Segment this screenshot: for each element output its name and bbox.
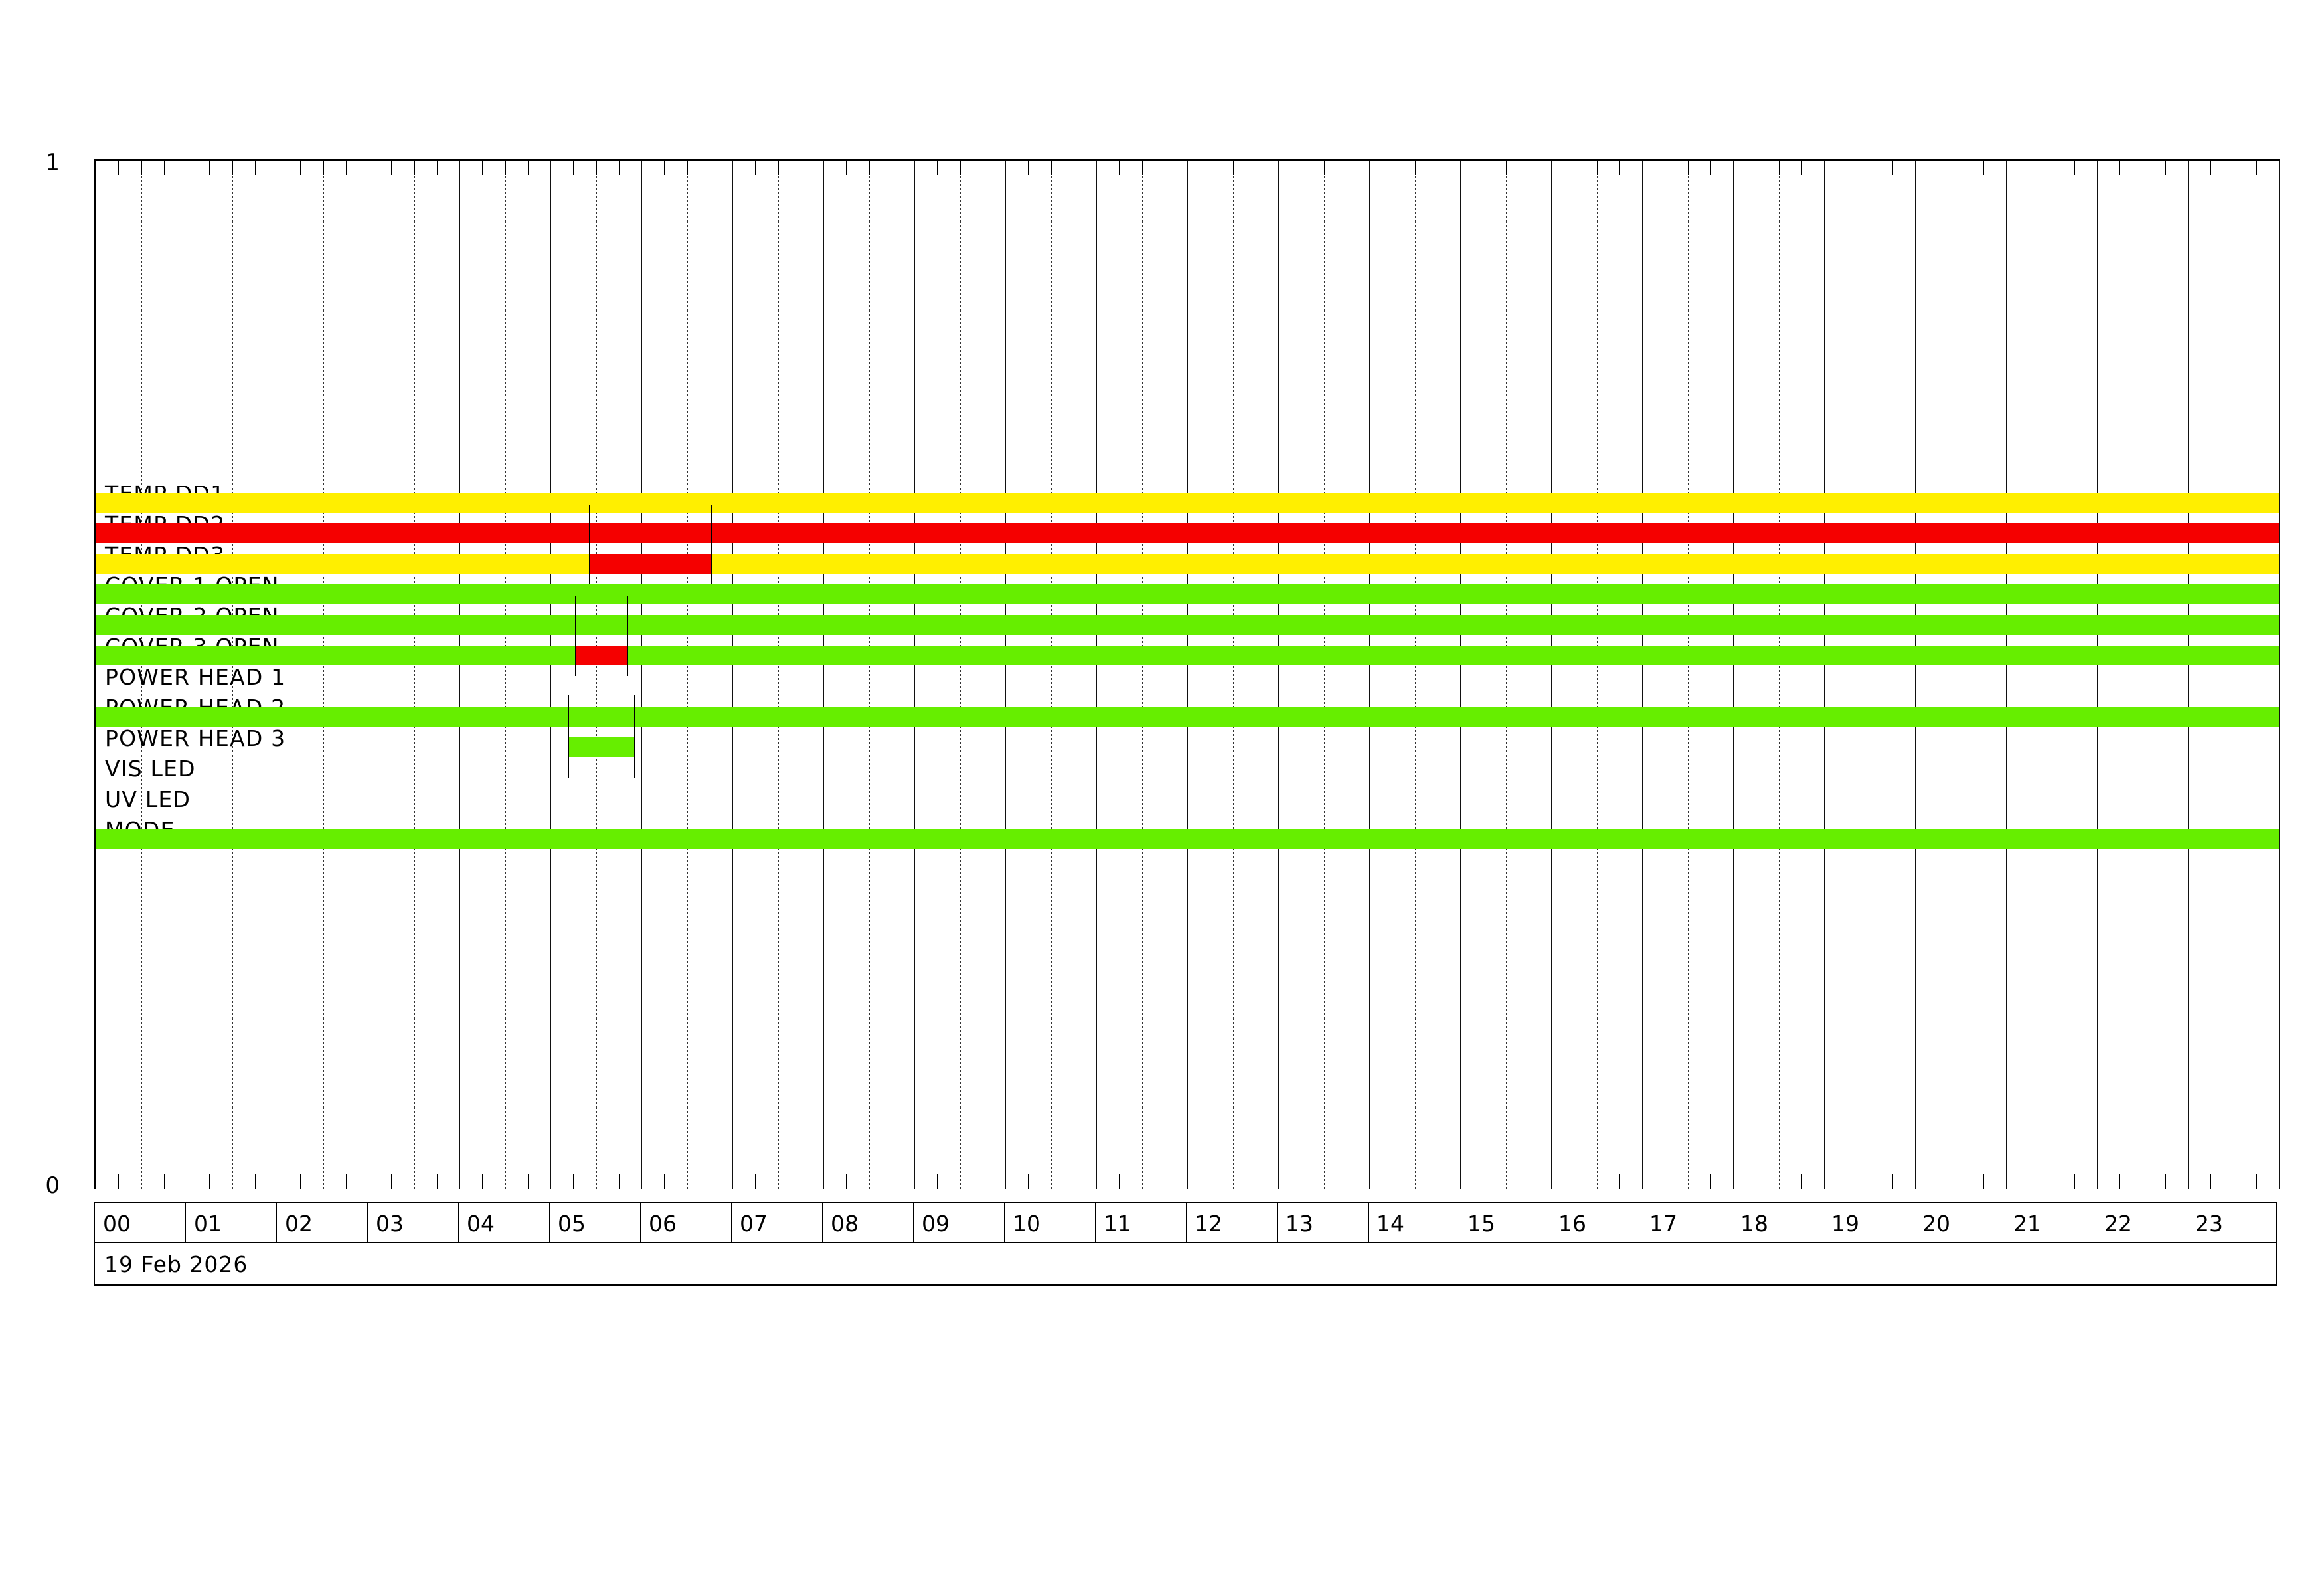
hour-label: 17 [1649, 1211, 1677, 1237]
y-axis-bottom-label: 0 [45, 1172, 60, 1199]
hour-label: 04 [467, 1211, 495, 1237]
hour-label-cell: 13 [1278, 1203, 1369, 1242]
hour-label: 18 [1740, 1211, 1768, 1237]
hour-label-cell: 11 [1096, 1203, 1187, 1242]
hour-label-cell: 16 [1550, 1203, 1641, 1242]
hour-label-cell: 23 [2187, 1203, 2278, 1242]
hour-label: 05 [558, 1211, 586, 1237]
hour-label-cell: 20 [1914, 1203, 2005, 1242]
hour-label-cell: 08 [823, 1203, 914, 1242]
hour-label: 08 [831, 1211, 859, 1237]
hour-label-cell: 22 [2096, 1203, 2187, 1242]
hour-label-cell: 19 [1823, 1203, 1914, 1242]
hour-label-cell: 05 [550, 1203, 641, 1242]
hour-label-cell: 21 [2005, 1203, 2096, 1242]
hour-label: 10 [1013, 1211, 1040, 1237]
date-label: 19 Feb 2026 [104, 1251, 248, 1277]
hour-label-cell: 09 [914, 1203, 1005, 1242]
hour-label: 03 [376, 1211, 404, 1237]
hour-label-cell: 10 [1005, 1203, 1096, 1242]
hour-label-cell: 17 [1641, 1203, 1732, 1242]
hour-label: 02 [285, 1211, 313, 1237]
hour-label: 00 [103, 1211, 131, 1237]
hour-label-cell: 02 [277, 1203, 368, 1242]
timeline-plot-area: TEMP DD1 TEMP DD2 TEMP DD3 COVER 1 OPEN COVE… [94, 159, 2280, 1189]
hour-label: 20 [1922, 1211, 1950, 1237]
hour-label: 06 [649, 1211, 677, 1237]
hour-label-cell: 06 [641, 1203, 732, 1242]
hour-label-cell: 18 [1732, 1203, 1823, 1242]
plot-background [96, 161, 2279, 1189]
hour-label-cell: 12 [1187, 1203, 1278, 1242]
hour-label: 19 [1831, 1211, 1859, 1237]
date-footer: 19 Feb 2026 [94, 1243, 2277, 1286]
hour-label: 23 [2195, 1211, 2223, 1237]
hour-label: 12 [1195, 1211, 1222, 1237]
hour-label-cell: 15 [1459, 1203, 1550, 1242]
hour-label-cell: 00 [95, 1203, 186, 1242]
hour-label: 22 [2104, 1211, 2132, 1237]
hour-label-cell: 03 [368, 1203, 459, 1242]
hour-label-strip: 00 01 02 03 04 05 06 07 08 09 10 11 12 13 14 15 16 17 18 19… [94, 1202, 2277, 1243]
hour-label-cell: 01 [186, 1203, 277, 1242]
hour-label: 01 [194, 1211, 222, 1237]
hour-label-cell: 04 [459, 1203, 550, 1242]
hour-label: 16 [1558, 1211, 1586, 1237]
hour-label: 14 [1376, 1211, 1404, 1237]
hour-label: 07 [740, 1211, 768, 1237]
hour-label-cell: 14 [1369, 1203, 1459, 1242]
gridline-hour [2279, 161, 2280, 1189]
hour-label: 13 [1286, 1211, 1313, 1237]
hour-label: 21 [2013, 1211, 2041, 1237]
y-axis-top-label: 1 [45, 149, 60, 176]
hour-label-cell: 07 [732, 1203, 823, 1242]
hour-label: 15 [1467, 1211, 1495, 1237]
hour-label: 09 [922, 1211, 950, 1237]
hour-label: 11 [1104, 1211, 1131, 1237]
